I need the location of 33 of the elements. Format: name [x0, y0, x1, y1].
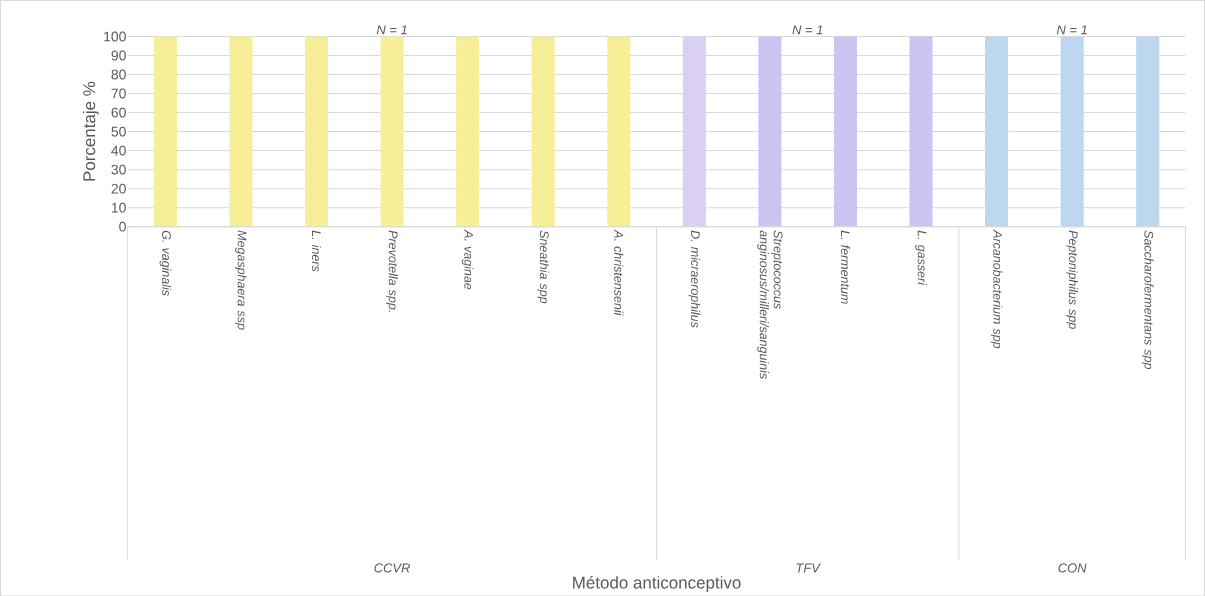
y-tick-label: 20 — [111, 183, 126, 194]
x-tick-label: Streptococcus anginosus/milleri/sanguinis — [757, 230, 783, 379]
x-tick-label: Megasphaera ssp — [235, 230, 247, 330]
y-tick-label: 50 — [111, 126, 126, 137]
y-tick-label: 30 — [111, 164, 126, 175]
x-tick-label: D. micraerophilus — [688, 230, 701, 328]
text: N = 1 — [792, 25, 823, 35]
x-tick-label: Saccharofermentans spp — [1141, 230, 1154, 369]
text: CCVR — [374, 563, 411, 573]
y-tick-label: 90 — [111, 50, 126, 61]
x-tick-label: Peptoniphilus spp — [1066, 230, 1078, 329]
x-tick-label: L. fermentum — [840, 230, 851, 304]
x-tick-label: Prevotella spp. — [386, 230, 398, 312]
text: N = 1 — [376, 25, 407, 35]
text: TFV — [796, 563, 821, 573]
x-tick-label: Arcanobacterium spp — [990, 229, 1003, 349]
text: N = 1 — [1056, 25, 1087, 35]
y-tick-label: 100 — [104, 31, 126, 42]
x-tick-label: G. vaginalis — [159, 230, 172, 296]
y-tick-label: 80 — [111, 69, 126, 80]
y-tick-label: 40 — [111, 145, 126, 156]
x-tick-label: L. iners — [311, 230, 322, 272]
y-tick-label: 10 — [111, 202, 126, 213]
x-tick-label: A. christensenii — [614, 229, 624, 316]
y-tick-label: 0 — [119, 221, 126, 232]
y-tick-label: 70 — [111, 88, 126, 99]
x-tick-label: Sneathia spp — [537, 230, 550, 304]
y-axis-title: Porcentaje % — [82, 81, 99, 181]
y-tick-label: 60 — [111, 107, 126, 118]
x-tick-label: A. vaginae — [461, 229, 474, 290]
text: Método anticonceptivo — [573, 575, 741, 592]
text: CON — [1058, 563, 1087, 573]
x-tick-label: L. gasseri — [915, 230, 927, 285]
